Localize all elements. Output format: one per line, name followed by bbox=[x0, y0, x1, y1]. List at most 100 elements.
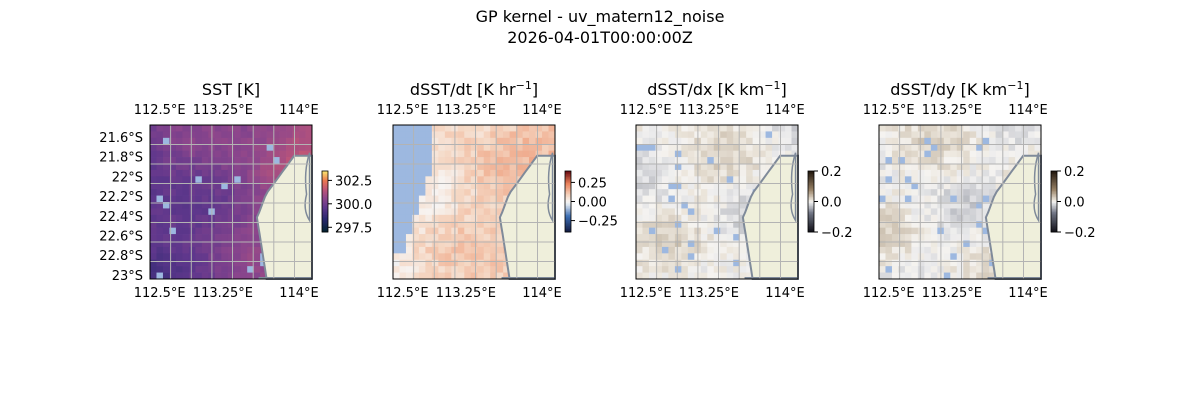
heatmap-cell bbox=[674, 131, 682, 139]
heatmap-cell bbox=[150, 189, 157, 196]
heatmap-cell bbox=[418, 189, 426, 196]
heatmap-cell bbox=[898, 169, 906, 177]
heatmap-cell bbox=[279, 144, 287, 151]
heatmap-cell bbox=[943, 221, 951, 228]
heatmap-cell bbox=[214, 227, 222, 235]
heatmap-cell bbox=[707, 202, 715, 209]
heatmap-cell bbox=[1002, 169, 1009, 177]
panel-title-main: dSST/dt [K hr bbox=[410, 80, 516, 99]
heatmap-cell bbox=[648, 202, 656, 209]
heatmap-cell bbox=[642, 246, 650, 254]
colorbar-segment bbox=[808, 213, 814, 216]
heatmap-cell bbox=[214, 125, 222, 132]
heatmap-cell bbox=[655, 182, 663, 190]
heatmap-cell bbox=[490, 125, 497, 132]
panel-title: dSST/dy [K km−1] bbox=[890, 79, 1029, 99]
heatmap-cell bbox=[956, 150, 964, 158]
heatmap-cell bbox=[150, 234, 157, 241]
heatmap-cell bbox=[924, 182, 932, 190]
heatmap-cell bbox=[924, 221, 932, 228]
heatmap-cell bbox=[234, 176, 242, 184]
heatmap-cell bbox=[733, 272, 740, 280]
heatmap-cell bbox=[917, 253, 925, 261]
heatmap-cell bbox=[214, 221, 222, 228]
heatmap-cell bbox=[169, 150, 177, 158]
heatmap-cell bbox=[917, 266, 925, 273]
heatmap-cell bbox=[399, 234, 407, 241]
heatmap-cell bbox=[950, 208, 958, 216]
heatmap-cell bbox=[661, 144, 669, 151]
colorbar-segment bbox=[1051, 209, 1057, 212]
colorbar-segment bbox=[322, 216, 328, 219]
heatmap-cell bbox=[393, 169, 400, 177]
heatmap-cell bbox=[879, 176, 886, 184]
heatmap-cell bbox=[464, 125, 472, 132]
heatmap-cell bbox=[707, 195, 715, 203]
heatmap-cell bbox=[969, 176, 977, 184]
heatmap-cell bbox=[286, 137, 293, 145]
colorbar-segment bbox=[322, 193, 328, 196]
heatmap-cell bbox=[399, 253, 407, 261]
heatmap-cell bbox=[522, 125, 530, 132]
heatmap-cell bbox=[175, 240, 183, 248]
heatmap-cell bbox=[444, 259, 452, 267]
colorbar-segment bbox=[565, 212, 571, 215]
heatmap-cell bbox=[655, 246, 663, 254]
panel-title-superscript: −1 bbox=[1007, 79, 1023, 92]
heatmap-cell bbox=[169, 272, 177, 280]
heatmap-cell bbox=[444, 253, 452, 261]
heatmap-cell bbox=[201, 227, 209, 235]
heatmap-cell bbox=[477, 189, 485, 196]
heatmap-cell bbox=[503, 125, 510, 132]
heatmap-cell bbox=[477, 214, 485, 222]
heatmap-cell bbox=[1015, 144, 1022, 151]
colorbar-segment bbox=[1051, 190, 1057, 193]
colorbar-segment bbox=[565, 218, 571, 221]
heatmap-cell bbox=[470, 272, 478, 280]
heatmap-cell bbox=[687, 221, 695, 228]
colorbar-segment bbox=[565, 172, 571, 175]
heatmap-cell bbox=[156, 176, 164, 184]
heatmap-cell bbox=[431, 131, 439, 139]
heatmap-cell bbox=[412, 202, 420, 209]
y-tick-label: 21.6°S bbox=[99, 131, 143, 146]
heatmap-cell bbox=[412, 221, 420, 228]
heatmap-cell bbox=[234, 221, 242, 228]
heatmap-cell bbox=[924, 125, 932, 132]
heatmap-cell bbox=[457, 176, 465, 184]
colorbar-segment bbox=[808, 171, 814, 173]
heatmap-cell bbox=[956, 272, 964, 280]
heatmap-cell bbox=[418, 202, 426, 209]
heatmap-cell bbox=[457, 137, 465, 145]
heatmap-cell bbox=[707, 221, 715, 228]
heatmap-cell bbox=[503, 131, 510, 139]
heatmap-cell bbox=[713, 234, 721, 241]
heatmap-cell bbox=[477, 259, 485, 267]
heatmap-cell bbox=[240, 234, 248, 241]
heatmap-cell bbox=[885, 272, 893, 280]
heatmap-cell bbox=[522, 137, 530, 145]
heatmap-cell bbox=[425, 137, 433, 145]
colorbar-segment bbox=[322, 186, 328, 189]
colorbar-segment bbox=[808, 190, 814, 193]
colorbar-segment bbox=[1051, 199, 1057, 202]
heatmap-cell bbox=[898, 266, 906, 273]
x-tick-label-top: 114°E bbox=[279, 103, 319, 118]
heatmap-cell bbox=[444, 169, 452, 177]
heatmap-cell bbox=[720, 253, 728, 261]
heatmap-cell bbox=[260, 182, 267, 190]
heatmap-cell bbox=[898, 144, 906, 151]
heatmap-cell bbox=[713, 253, 721, 261]
heatmap-cell bbox=[418, 144, 426, 151]
heatmap-cell bbox=[726, 240, 734, 248]
heatmap-cell bbox=[713, 259, 721, 267]
heatmap-cell bbox=[227, 259, 235, 267]
heatmap-cell bbox=[661, 253, 669, 261]
heatmap-cell bbox=[405, 259, 413, 267]
heatmap-cell bbox=[976, 202, 983, 209]
heatmap-cell bbox=[496, 169, 504, 177]
heatmap-cell bbox=[425, 176, 433, 184]
colorbar-segment bbox=[808, 183, 814, 186]
heatmap-cell bbox=[393, 240, 400, 248]
colorbar-segment bbox=[1051, 210, 1057, 213]
